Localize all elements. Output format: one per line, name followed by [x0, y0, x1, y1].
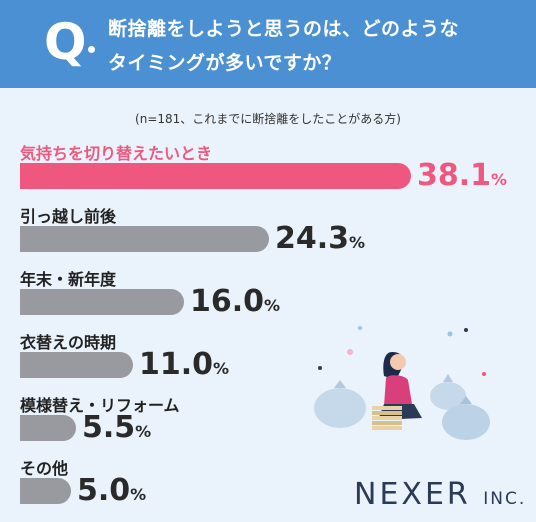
data-label: 5.0%	[77, 476, 146, 510]
logo-name: NEXER	[354, 477, 471, 512]
bar	[20, 163, 411, 189]
bar	[20, 352, 133, 378]
data-label-unit: %	[130, 485, 147, 504]
data-label: 16.0%	[190, 287, 280, 321]
question-header: Q 断捨離をしようと思うのは、どのような タイミングが多いですか？	[0, 0, 536, 88]
category-label: その他	[20, 459, 69, 478]
data-label-value: 11.0	[139, 347, 214, 382]
sample-note: (n=181、これまでに断捨離をしたことがある方)	[135, 112, 401, 126]
company-logo: NEXER INC.	[354, 478, 526, 516]
data-label-unit: %	[213, 359, 230, 378]
data-label-value: 5.0	[77, 473, 131, 508]
category-label: 年末・新年度	[20, 270, 117, 289]
confetti-dot	[464, 328, 468, 332]
bar	[20, 478, 71, 504]
category-label: 引っ越し前後	[20, 207, 117, 226]
data-label: 11.0%	[139, 350, 229, 384]
bar	[20, 289, 184, 315]
data-label-value: 16.0	[190, 284, 265, 319]
data-label-unit: %	[135, 422, 152, 441]
data-label: 38.1%	[417, 161, 507, 195]
data-label: 5.5%	[82, 413, 151, 447]
data-label-value: 24.3	[275, 221, 350, 256]
data-label-unit: %	[491, 170, 508, 189]
data-label: 24.3%	[275, 224, 365, 258]
stacked-papers	[372, 406, 402, 430]
data-label-unit: %	[349, 233, 366, 252]
garbage-bag-right-back	[430, 374, 466, 410]
bar	[20, 226, 269, 252]
data-label-value: 38.1	[417, 158, 492, 193]
q-dot	[88, 46, 95, 53]
data-label-value: 5.5	[82, 410, 136, 445]
question-line-2: タイミングが多いですか？	[108, 52, 342, 74]
confetti-dot	[482, 372, 486, 376]
category-label: 衣替えの時期	[20, 333, 117, 352]
confetti-dot	[318, 366, 322, 370]
question-line-1: 断捨離をしようと思うのは、どのような	[108, 18, 460, 40]
category-label: 気持ちを切り替えたいとき	[20, 144, 213, 163]
confetti-dot	[447, 331, 453, 337]
logo-suffix: INC.	[483, 489, 527, 509]
category-label: 模様替え・リフォーム	[20, 396, 180, 415]
bar	[20, 415, 76, 441]
garbage-bag-left	[314, 380, 366, 428]
data-label-unit: %	[264, 296, 281, 315]
confetti-dot	[347, 349, 353, 355]
q-mark: Q	[44, 13, 87, 71]
decluttering-woman-illustration	[314, 326, 490, 440]
confetti-dot	[358, 326, 362, 330]
garbage-bag-right-front	[442, 396, 490, 440]
